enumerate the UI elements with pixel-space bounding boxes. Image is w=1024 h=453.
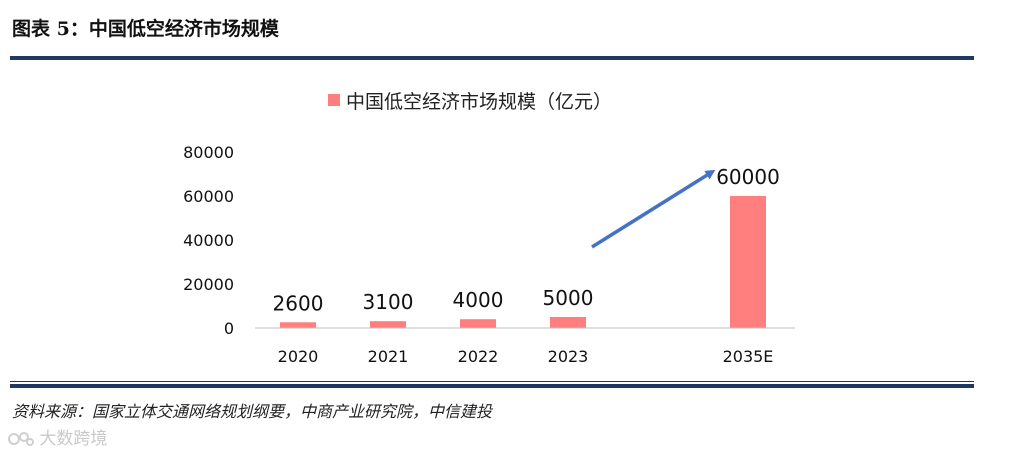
y-tick-label: 80000 [183,143,234,162]
y-axis: 0 20000 40000 60000 80000 [183,143,234,338]
watermark-text: 大数跨境 [39,429,108,449]
data-label-2023: 5000 [543,286,594,310]
bar-2020 [280,322,316,328]
bar-2021 [370,321,406,328]
x-tick-label-2022: 2022 [458,347,499,366]
x-axis: 2020 2021 2022 2023 2035E [255,327,795,366]
legend-swatch [328,94,340,106]
legend-label: 中国低空经济市场规模（亿元） [346,91,612,113]
data-label-2022: 4000 [453,288,504,312]
bar-2022 [460,319,496,328]
y-tick-label: 20000 [183,275,234,294]
x-tick-label-2023: 2023 [548,347,589,366]
bar-2023 [550,317,586,328]
x-tick-label-2035E: 2035E [723,347,774,366]
bar-2035E [730,196,766,328]
y-tick-label: 0 [224,319,234,338]
top-rule [10,56,974,60]
watermark-logo-icon [8,432,34,446]
data-label-2020: 2600 [273,291,324,315]
y-tick-label: 60000 [183,187,234,206]
x-tick-label-2020: 2020 [278,347,319,366]
bars: 2600 3100 4000 5000 60000 [273,165,780,328]
bottom-rule [10,384,974,388]
watermark: 大数跨境 [8,424,107,449]
figure-title: 图表 5：中国低空经济市场规模 [12,18,279,40]
data-label-2021: 3100 [363,290,414,314]
x-tick-label-2021: 2021 [368,347,409,366]
trend-arrow-line [591,169,716,249]
source-note: 资料来源：国家立体交通网络规划纲要，中商产业研究院，中信建投 [12,402,493,421]
bottom-thin-rule [10,381,974,382]
y-tick-label: 40000 [183,231,234,250]
legend: 中国低空经济市场规模（亿元） [328,91,612,113]
data-label-2035E: 60000 [716,165,780,189]
trend-arrow [591,169,716,249]
